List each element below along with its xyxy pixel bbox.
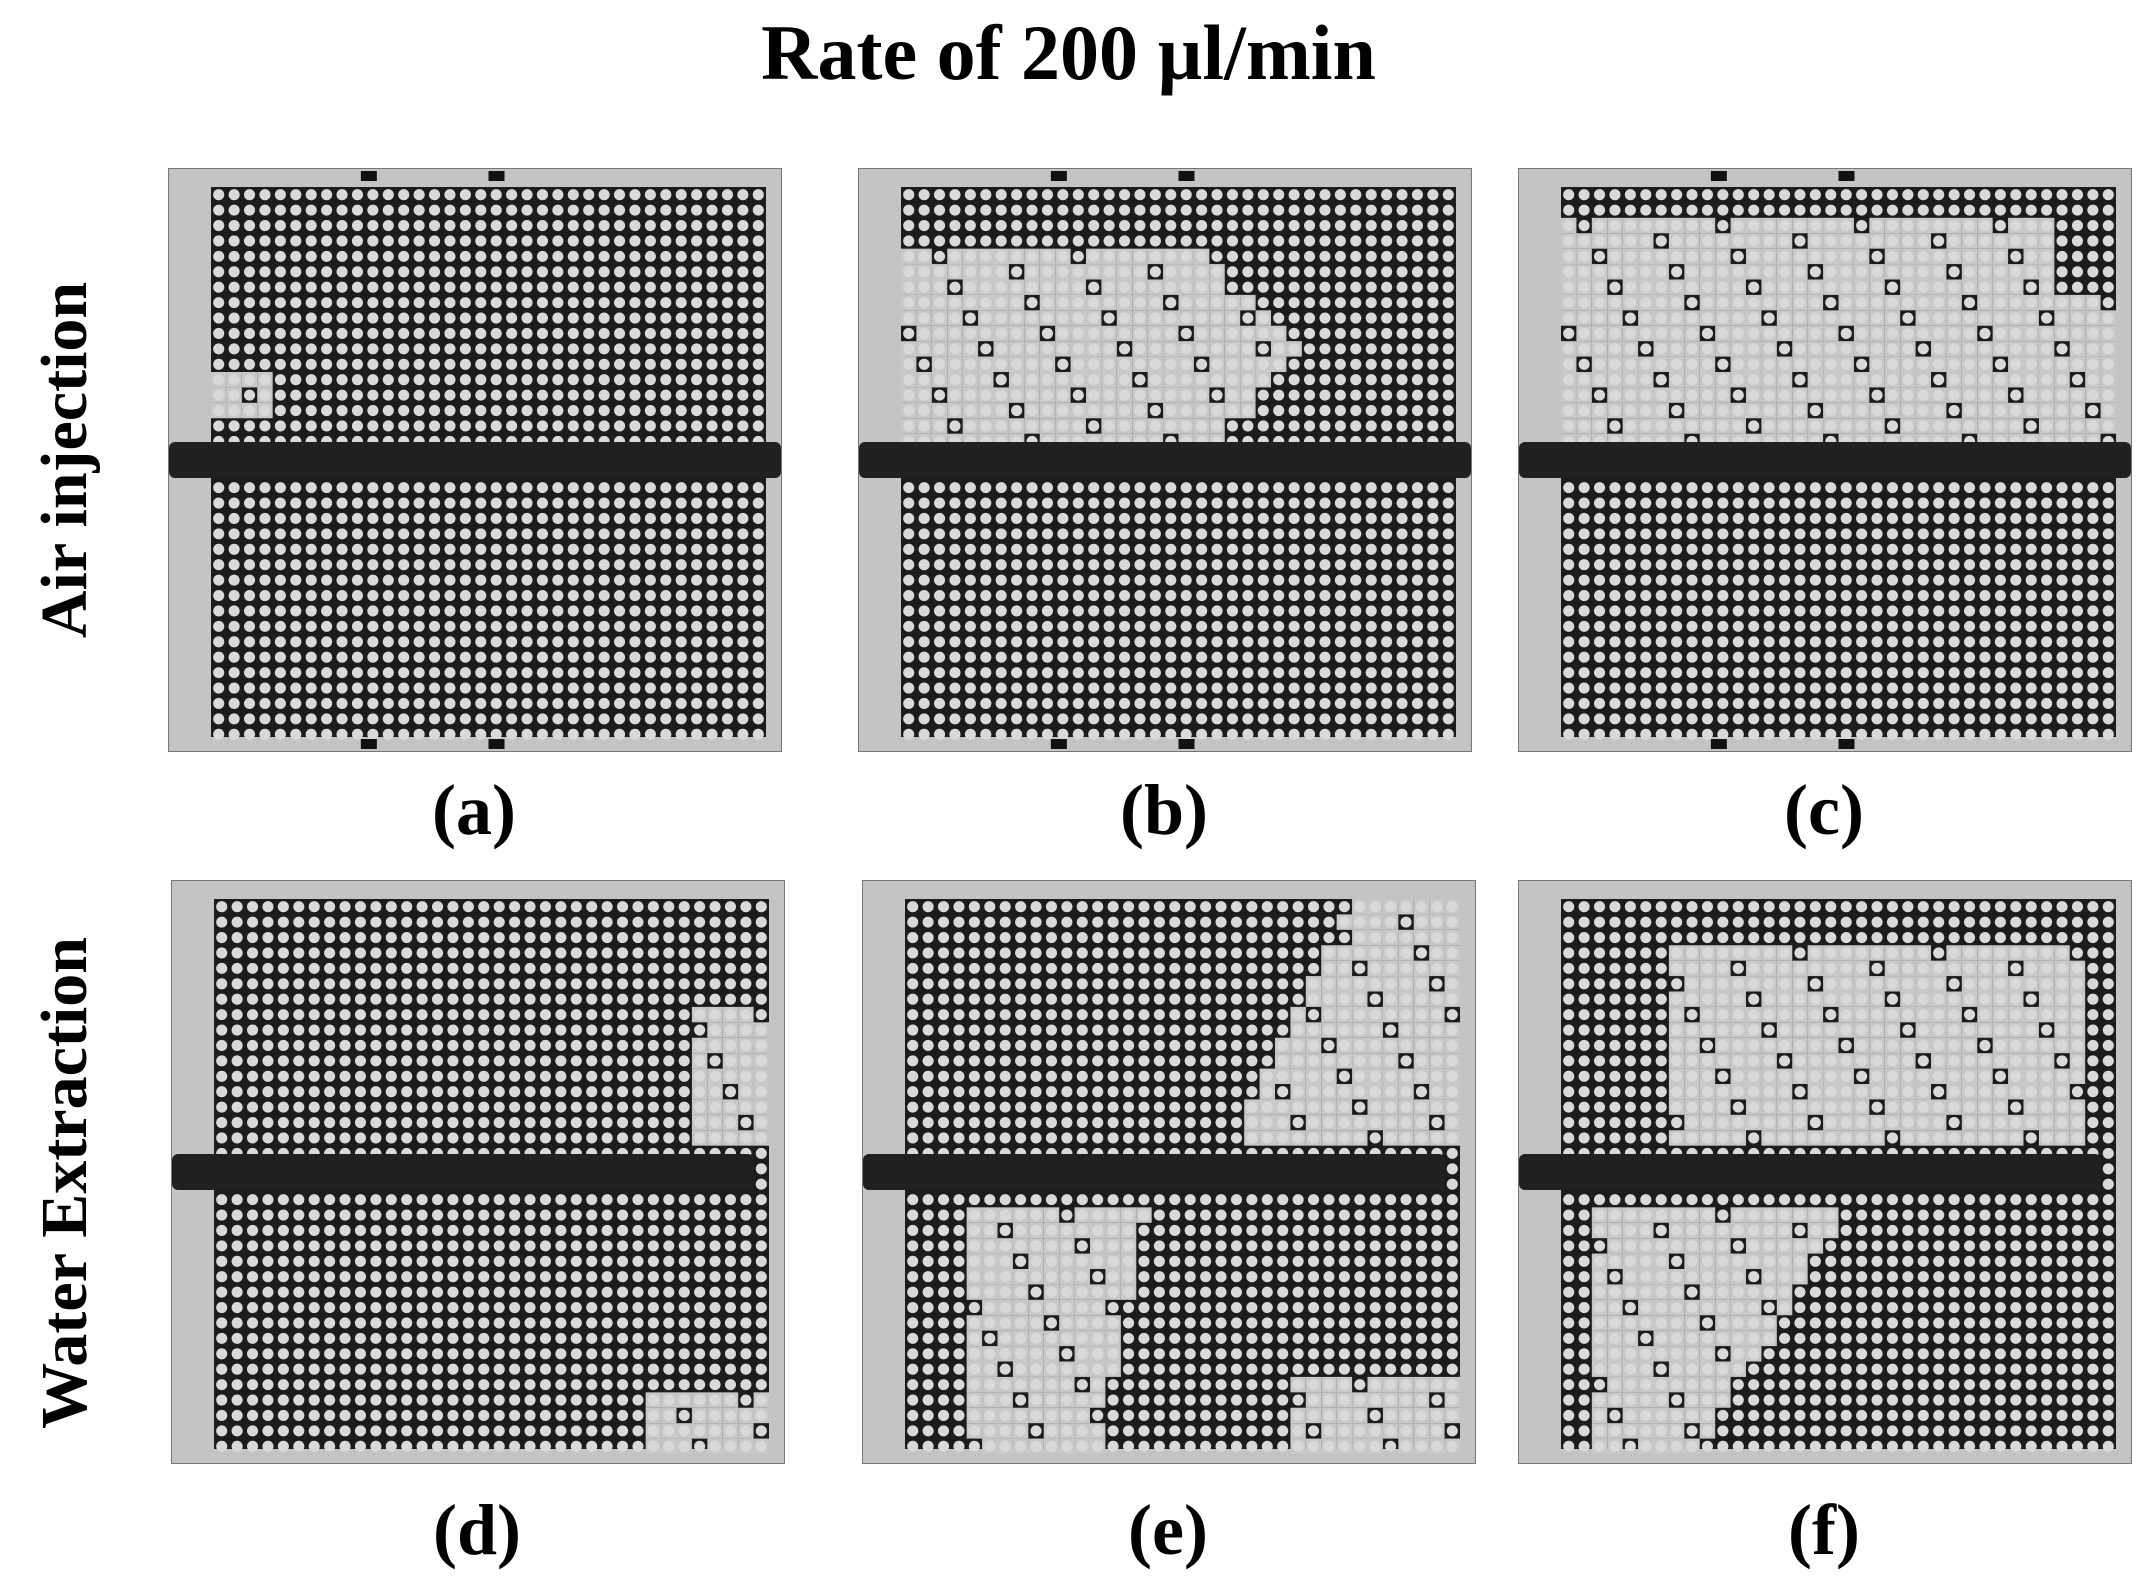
- row-label-water-extraction: Water Extraction: [28, 937, 101, 1429]
- panel-c-label: (c): [1784, 770, 1864, 850]
- micromodel-graphic: [1519, 169, 2131, 751]
- injection-channel: [172, 1154, 754, 1190]
- figure-title: Rate of 200 µl/min: [761, 9, 1376, 96]
- micromodel-graphic: [172, 881, 784, 1463]
- panel-d-label: (d): [433, 1490, 521, 1570]
- micromodel-graphic: [169, 169, 781, 751]
- injection-channel: [169, 442, 781, 478]
- injection-channel: [1519, 442, 2131, 478]
- injection-channel: [859, 442, 1471, 478]
- panel-c-image: [1518, 168, 2132, 752]
- micromodel-graphic: [859, 169, 1471, 751]
- panel-f-image: [1518, 880, 2132, 1464]
- injection-channel: [863, 1154, 1445, 1190]
- panel-e-image: [862, 880, 1476, 1464]
- panel-e-label: (e): [1128, 1490, 1208, 1570]
- panel-a-image: [168, 168, 782, 752]
- micromodel-graphic: [1519, 881, 2131, 1463]
- panel-b-label: (b): [1120, 770, 1208, 850]
- panel-d-image: [171, 880, 785, 1464]
- panel-a-label: (a): [432, 770, 516, 850]
- panel-f-label: (f): [1788, 1490, 1860, 1570]
- row-label-air-injection: Air injection: [28, 281, 101, 639]
- injection-channel: [1519, 1154, 2101, 1190]
- micromodel-graphic: [863, 881, 1475, 1463]
- panel-b-image: [858, 168, 1472, 752]
